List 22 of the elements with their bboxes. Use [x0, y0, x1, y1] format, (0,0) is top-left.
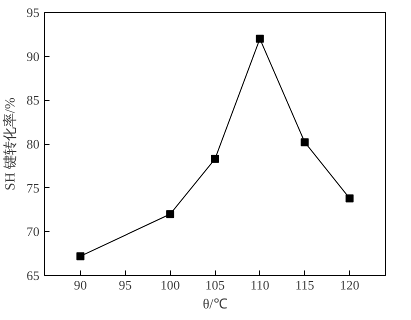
x-tick-label: 110 — [250, 278, 270, 292]
point — [256, 34, 264, 43]
y-tick-label: 85 — [26, 92, 40, 108]
point — [346, 194, 354, 202]
x-tick-label: 90 — [74, 278, 87, 292]
y-axis-title: SH 键转化率/% — [2, 97, 18, 190]
y-tick-label: 70 — [26, 224, 40, 240]
y-tick-label: 65 — [26, 268, 40, 283]
x-tick-label: 120 — [340, 278, 360, 292]
point — [166, 210, 174, 218]
x-tick-label: 115 — [295, 278, 314, 292]
point — [300, 138, 309, 146]
x-tick-label: 105 — [205, 278, 225, 292]
x-tick-label: 100 — [160, 278, 180, 292]
x-axis-title: θ/℃ — [202, 298, 228, 312]
x-tick-label: 95 — [118, 278, 132, 292]
y-tick-label: 75 — [26, 180, 40, 196]
y-tick-label: 80 — [26, 136, 40, 152]
y-tick-label: 95 — [26, 5, 40, 20]
point — [76, 252, 84, 260]
point — [211, 154, 219, 163]
y-tick-label: 90 — [26, 48, 40, 64]
